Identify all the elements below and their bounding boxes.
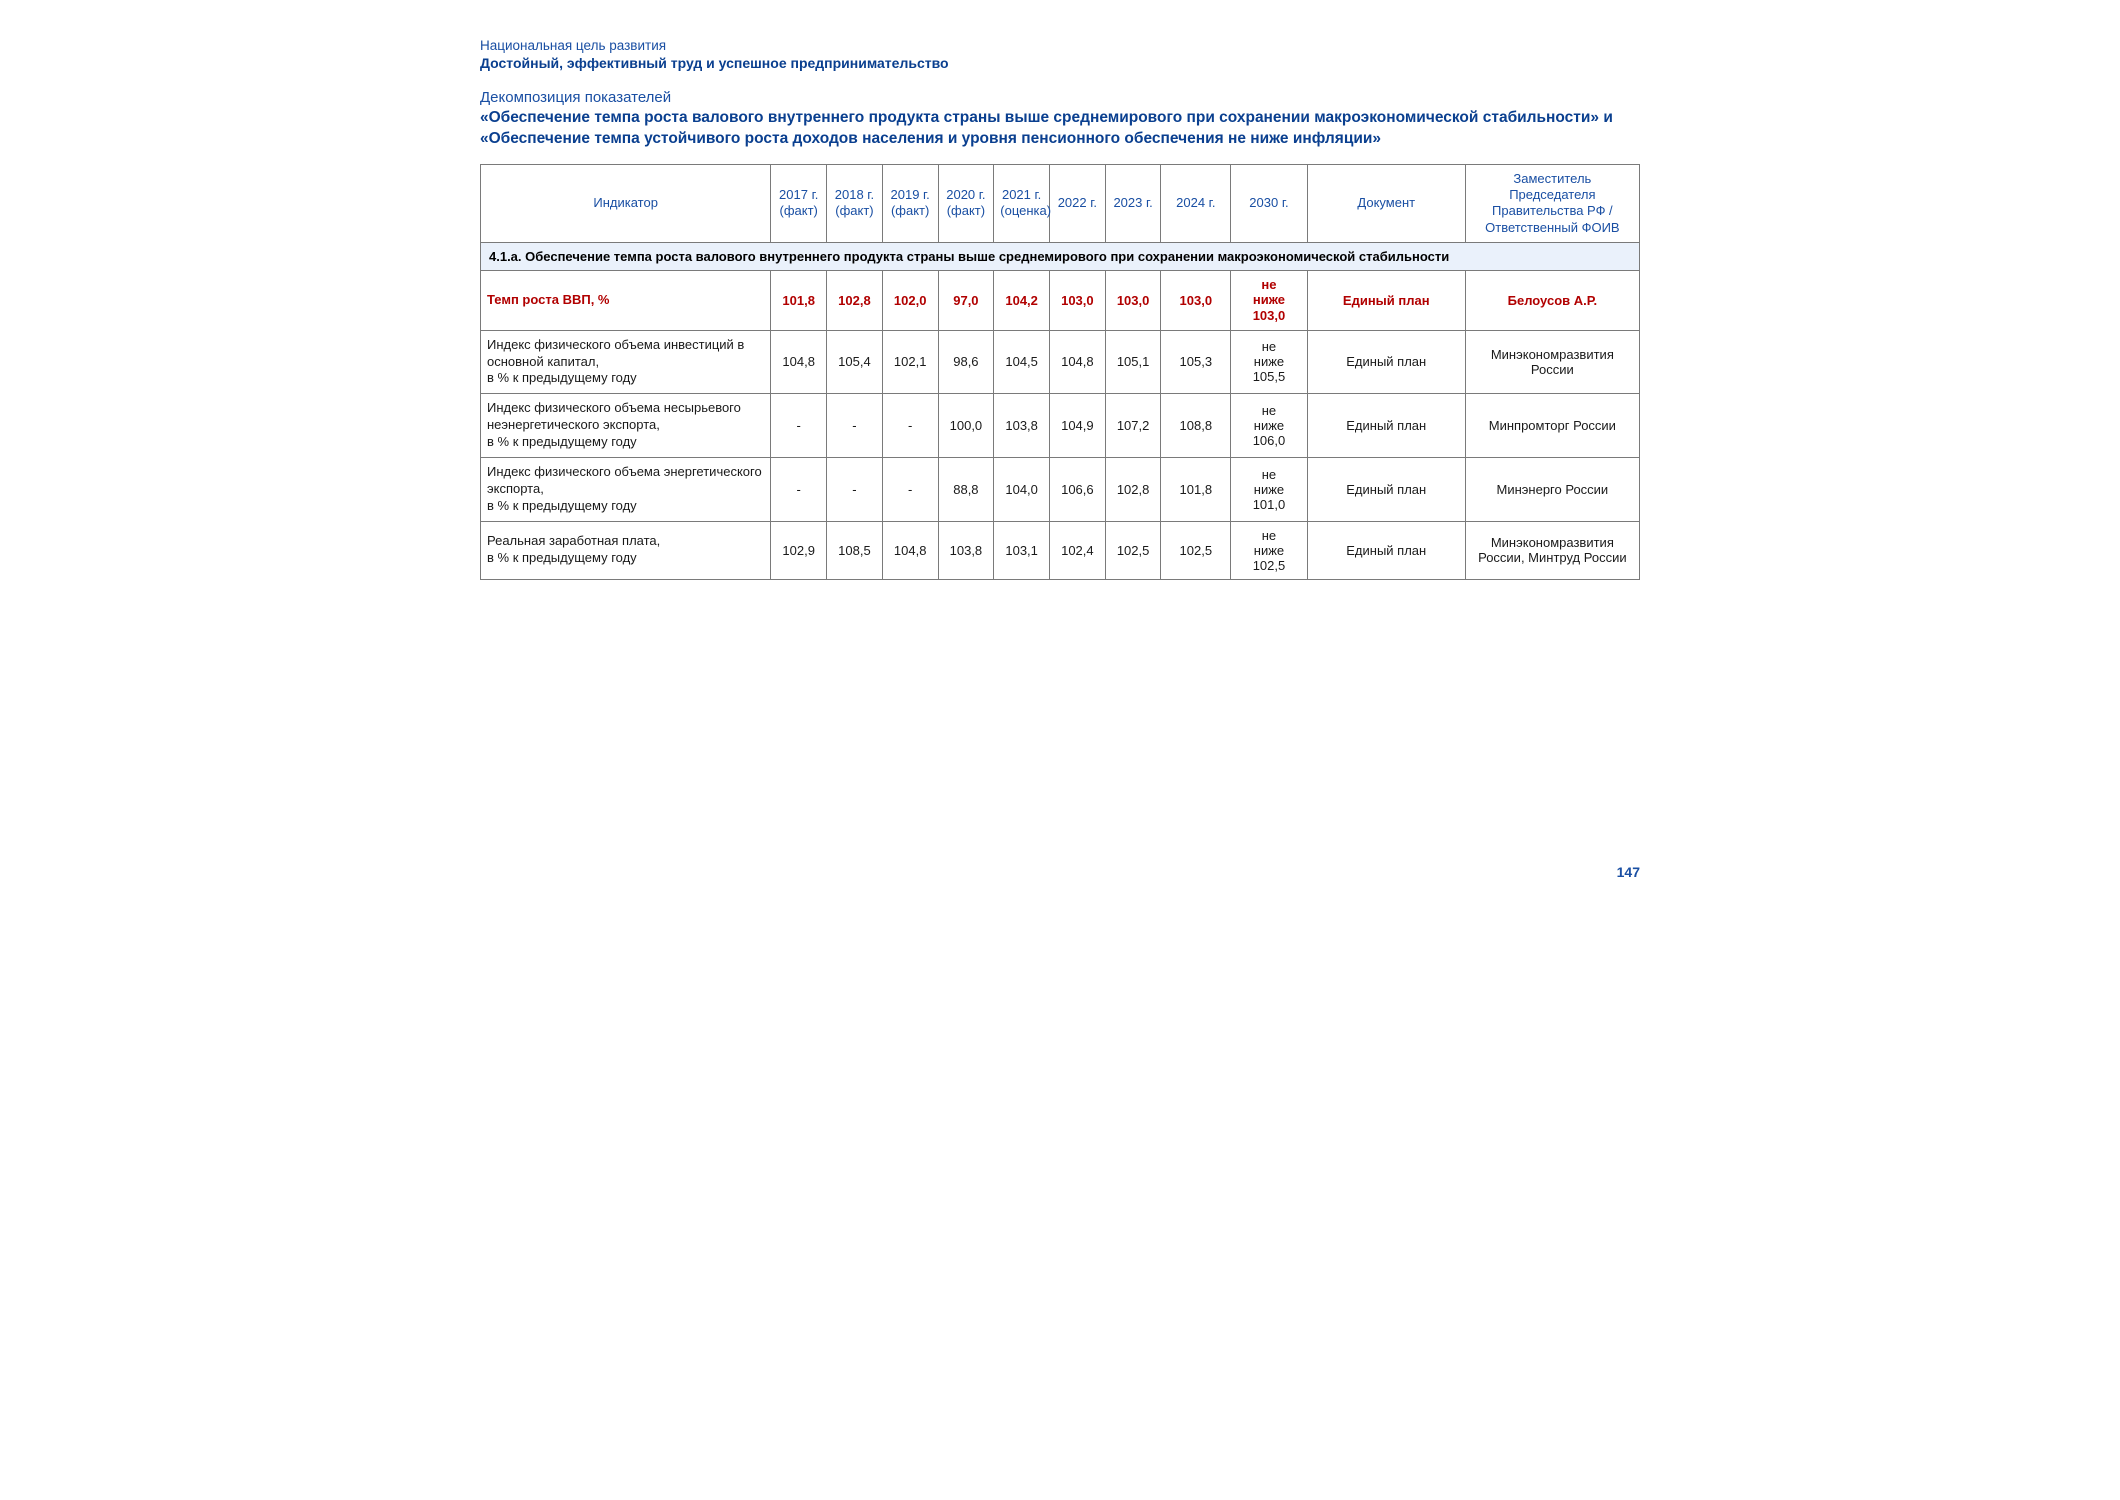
value-cell: 102,0 bbox=[882, 270, 938, 330]
value-cell: 105,1 bbox=[1105, 330, 1161, 394]
value-cell: 104,8 bbox=[771, 330, 827, 394]
value-2030-cell: нениже101,0 bbox=[1231, 457, 1308, 521]
col-2030: 2030 г. bbox=[1231, 164, 1308, 242]
value-cell: - bbox=[771, 457, 827, 521]
decomposition-label: Декомпозиция показателей bbox=[480, 89, 1640, 106]
col-2021: 2021 г. (оценка) bbox=[994, 164, 1050, 242]
value-cell: 98,6 bbox=[938, 330, 994, 394]
col-indicator: Индикатор bbox=[481, 164, 771, 242]
value-cell: 104,5 bbox=[994, 330, 1050, 394]
value-cell: 104,8 bbox=[1050, 330, 1106, 394]
goal-name: Достойный, эффективный труд и успешное п… bbox=[480, 55, 1640, 71]
indicator-cell: Реальная заработная плата,в % к предыдущ… bbox=[481, 521, 771, 579]
value-cell: 105,4 bbox=[827, 330, 883, 394]
main-title: «Обеспечение темпа роста валового внутре… bbox=[480, 108, 1640, 150]
value-cell: 102,8 bbox=[827, 270, 883, 330]
table-row: Темп роста ВВП, %101,8102,8102,097,0104,… bbox=[481, 270, 1640, 330]
value-2030-cell: нениже103,0 bbox=[1231, 270, 1308, 330]
indicator-cell: Темп роста ВВП, % bbox=[481, 270, 771, 330]
value-cell: 107,2 bbox=[1105, 394, 1161, 458]
value-cell: 104,2 bbox=[994, 270, 1050, 330]
col-document: Документ bbox=[1307, 164, 1465, 242]
section-row: 4.1.а. Обеспечение темпа роста валового … bbox=[481, 242, 1640, 270]
document-cell: Единый план bbox=[1307, 330, 1465, 394]
table-row: Реальная заработная плата,в % к предыдущ… bbox=[481, 521, 1640, 579]
value-cell: 103,8 bbox=[994, 394, 1050, 458]
responsible-cell: Минэкономразвития России bbox=[1465, 330, 1639, 394]
col-2022: 2022 г. bbox=[1050, 164, 1106, 242]
page: Национальная цель развития Достойный, эф… bbox=[424, 0, 1696, 900]
col-2020: 2020 г. (факт) bbox=[938, 164, 994, 242]
goal-label: Национальная цель развития bbox=[480, 38, 1640, 53]
document-cell: Единый план bbox=[1307, 394, 1465, 458]
value-cell: 102,5 bbox=[1161, 521, 1231, 579]
col-2024: 2024 г. bbox=[1161, 164, 1231, 242]
value-2030-cell: нениже105,5 bbox=[1231, 330, 1308, 394]
table-row: Индекс физического объема энергетическог… bbox=[481, 457, 1640, 521]
table-row: Индекс физического объема инвестиций в о… bbox=[481, 330, 1640, 394]
indicator-cell: Индекс физического объема инвестиций в о… bbox=[481, 330, 771, 394]
value-cell: 104,9 bbox=[1050, 394, 1106, 458]
value-cell: 108,8 bbox=[1161, 394, 1231, 458]
value-2030-cell: нениже106,0 bbox=[1231, 394, 1308, 458]
value-cell: 101,8 bbox=[1161, 457, 1231, 521]
value-cell: 106,6 bbox=[1050, 457, 1106, 521]
value-cell: - bbox=[827, 457, 883, 521]
document-cell: Единый план bbox=[1307, 521, 1465, 579]
value-cell: 103,0 bbox=[1050, 270, 1106, 330]
indicator-cell: Индекс физического объема несырьевого не… bbox=[481, 394, 771, 458]
section-title: 4.1.а. Обеспечение темпа роста валового … bbox=[481, 242, 1640, 270]
value-cell: 103,0 bbox=[1105, 270, 1161, 330]
responsible-cell: Минпромторг России bbox=[1465, 394, 1639, 458]
value-cell: - bbox=[882, 457, 938, 521]
col-2023: 2023 г. bbox=[1105, 164, 1161, 242]
value-2030-cell: нениже102,5 bbox=[1231, 521, 1308, 579]
value-cell: - bbox=[771, 394, 827, 458]
value-cell: 102,1 bbox=[882, 330, 938, 394]
value-cell: 102,4 bbox=[1050, 521, 1106, 579]
document-cell: Единый план bbox=[1307, 457, 1465, 521]
value-cell: 97,0 bbox=[938, 270, 994, 330]
responsible-cell: Белоусов А.Р. bbox=[1465, 270, 1639, 330]
page-number: 147 bbox=[1617, 864, 1640, 880]
value-cell: 100,0 bbox=[938, 394, 994, 458]
value-cell: - bbox=[882, 394, 938, 458]
table-row: Индекс физического объема несырьевого не… bbox=[481, 394, 1640, 458]
document-cell: Единый план bbox=[1307, 270, 1465, 330]
value-cell: 88,8 bbox=[938, 457, 994, 521]
indicator-cell: Индекс физического объема энергетическог… bbox=[481, 457, 771, 521]
col-2017: 2017 г. (факт) bbox=[771, 164, 827, 242]
value-cell: 103,0 bbox=[1161, 270, 1231, 330]
value-cell: 101,8 bbox=[771, 270, 827, 330]
value-cell: 104,0 bbox=[994, 457, 1050, 521]
value-cell: 108,5 bbox=[827, 521, 883, 579]
indicator-table: Индикатор 2017 г. (факт) 2018 г. (факт) … bbox=[480, 164, 1640, 580]
value-cell: 104,8 bbox=[882, 521, 938, 579]
table-header-row: Индикатор 2017 г. (факт) 2018 г. (факт) … bbox=[481, 164, 1640, 242]
value-cell: - bbox=[827, 394, 883, 458]
responsible-cell: Минэкономразвития России, Минтруд России bbox=[1465, 521, 1639, 579]
table-body: 4.1.а. Обеспечение темпа роста валового … bbox=[481, 242, 1640, 579]
col-2019: 2019 г. (факт) bbox=[882, 164, 938, 242]
value-cell: 105,3 bbox=[1161, 330, 1231, 394]
responsible-cell: Минэнерго России bbox=[1465, 457, 1639, 521]
value-cell: 102,5 bbox=[1105, 521, 1161, 579]
col-2018: 2018 г. (факт) bbox=[827, 164, 883, 242]
value-cell: 102,8 bbox=[1105, 457, 1161, 521]
value-cell: 103,8 bbox=[938, 521, 994, 579]
value-cell: 102,9 bbox=[771, 521, 827, 579]
col-responsible: Заместитель Председателя Правительства Р… bbox=[1465, 164, 1639, 242]
value-cell: 103,1 bbox=[994, 521, 1050, 579]
